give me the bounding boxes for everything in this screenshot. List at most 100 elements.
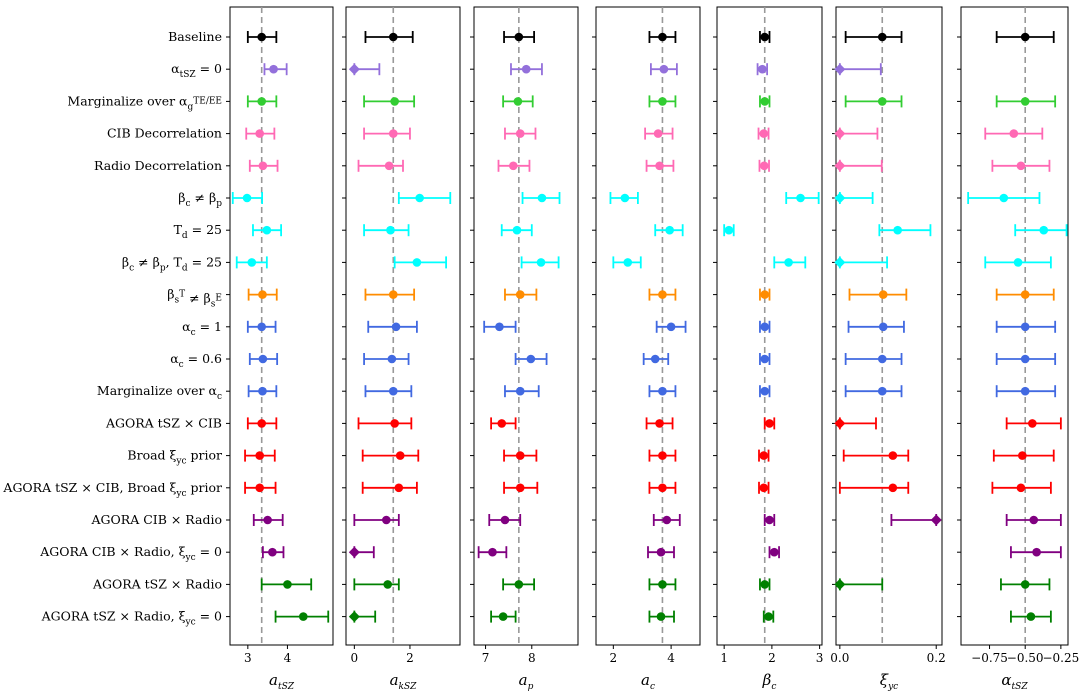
diamond-marker — [834, 578, 846, 590]
circle-marker — [255, 129, 265, 138]
data-point — [890, 514, 942, 526]
x-tick-label: 0.0 — [830, 651, 849, 665]
data-point — [246, 320, 277, 333]
data-point — [497, 159, 531, 172]
circle-marker — [759, 451, 769, 460]
circle-marker — [395, 451, 405, 460]
row-label: βsT ≠ βsE​ — [167, 287, 222, 310]
circle-marker — [257, 322, 266, 332]
data-point — [500, 224, 533, 237]
data-point — [393, 256, 447, 269]
circle-marker — [255, 451, 265, 460]
data-point — [246, 95, 278, 108]
data-point — [758, 159, 770, 172]
data-point — [353, 578, 400, 591]
data-point — [654, 224, 684, 237]
circle-marker — [1032, 547, 1041, 557]
circle-marker — [283, 580, 292, 589]
data-point — [502, 95, 534, 108]
circle-marker — [759, 129, 769, 138]
circle-marker — [269, 64, 278, 74]
data-point — [361, 449, 420, 462]
x-tick-label: 0 — [351, 651, 359, 665]
data-point — [991, 159, 1051, 172]
data-point — [477, 546, 508, 559]
circle-marker — [298, 612, 308, 621]
circle-marker — [515, 483, 525, 493]
circle-marker — [388, 129, 398, 138]
circle-marker — [666, 322, 676, 332]
data-point — [763, 417, 776, 430]
x-tick-label: 8 — [528, 651, 536, 665]
data-point — [991, 481, 1052, 494]
data-point — [759, 353, 771, 365]
row-label: Td = 25 — [174, 222, 222, 241]
circle-marker — [1020, 580, 1030, 589]
data-point — [848, 288, 908, 301]
circle-marker — [498, 612, 508, 621]
data-point — [1010, 546, 1062, 559]
data-point — [247, 385, 278, 398]
data-point — [763, 514, 776, 526]
row-label: αtSZ = 0 — [171, 61, 222, 80]
panel-4: 2 4 ac​ — [592, 6, 701, 692]
circle-marker — [500, 515, 510, 525]
circle-marker — [759, 161, 769, 171]
data-point — [648, 385, 677, 398]
data-point — [844, 95, 903, 108]
panel-3: 7 8 ap​ — [470, 6, 579, 692]
x-tick-label: 1 — [720, 651, 728, 665]
data-point — [759, 95, 771, 108]
row-label: CIB Decorrelation — [107, 126, 222, 141]
x-tick-label: 0.2 — [927, 651, 946, 665]
row-label: AGORA tSZ × CIB, Broad ξyc prior — [2, 480, 222, 499]
data-point — [758, 481, 770, 494]
data-point — [357, 159, 404, 172]
data-point — [353, 514, 400, 526]
data-point — [995, 385, 1057, 398]
data-point — [842, 449, 910, 462]
panel-1: 3 4 atSZ​ — [226, 6, 334, 692]
circle-marker — [508, 161, 518, 171]
x-tick-label: 3 — [244, 651, 252, 665]
data-point — [235, 256, 268, 269]
circle-marker — [655, 419, 664, 428]
x-tick-label: −0.25 — [1042, 651, 1079, 665]
x-axis-label: akSZ​ — [390, 671, 418, 692]
data-point — [503, 449, 538, 462]
row-label: αc = 0.6 — [170, 351, 222, 370]
data-point — [649, 63, 678, 76]
circle-marker — [659, 64, 669, 74]
data-point — [248, 353, 279, 365]
data-point — [645, 159, 675, 172]
x-tick-label: −0.75 — [971, 651, 1008, 665]
data-point — [503, 31, 535, 43]
data-point — [252, 514, 284, 526]
diamond-marker — [834, 160, 846, 172]
circle-marker — [263, 515, 272, 525]
circle-marker — [658, 32, 667, 42]
circle-marker — [1020, 97, 1030, 106]
panel-frame — [345, 6, 461, 646]
circle-marker — [1029, 515, 1039, 525]
data-point — [244, 449, 276, 462]
row-label: Marginalize over αgTE/EE​ — [67, 93, 222, 112]
panel-6: 0.0 0.2 ξyc​ — [830, 6, 946, 692]
circle-marker — [388, 290, 398, 299]
data-point — [758, 449, 770, 462]
row-label: AGORA tSZ × Radio — [92, 576, 222, 591]
data-point — [503, 481, 539, 494]
circle-marker — [656, 547, 666, 557]
data-point — [348, 610, 377, 623]
circle-marker — [650, 354, 660, 364]
data-point — [762, 610, 775, 623]
circle-marker — [257, 32, 266, 42]
circle-marker — [247, 258, 257, 267]
data-point — [773, 256, 807, 269]
circle-marker — [268, 547, 277, 557]
circle-marker — [623, 258, 633, 267]
circle-marker — [526, 354, 536, 364]
circle-marker — [760, 290, 770, 299]
circle-marker — [514, 32, 524, 42]
circle-marker — [888, 451, 898, 460]
